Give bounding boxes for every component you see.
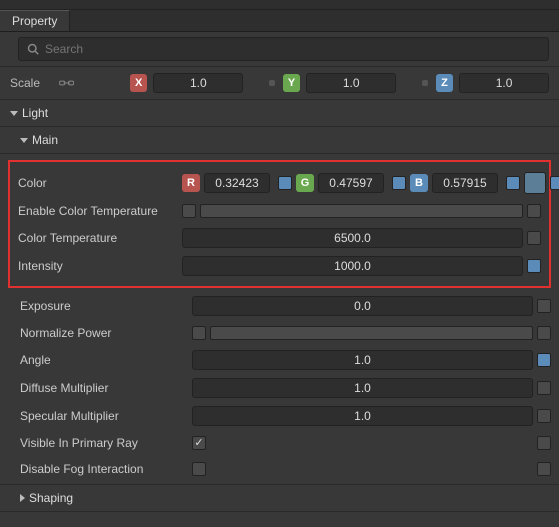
indicator-icon [537, 409, 551, 423]
indicator-icon [537, 299, 551, 313]
prop-label: Color Temperature [18, 231, 178, 245]
indicator-icon [537, 353, 551, 367]
indicator-icon [506, 176, 520, 190]
channel-g-badge: G [296, 174, 314, 192]
axis-x-badge: X [130, 74, 147, 92]
scale-x-input[interactable] [153, 73, 243, 93]
chevron-down-icon [10, 111, 18, 116]
indicator-icon [527, 204, 541, 218]
specular-mult-row: Specular Multiplier [0, 402, 559, 430]
link-icon[interactable] [59, 77, 74, 89]
indicator-icon [527, 259, 541, 273]
section-title: Main [32, 133, 58, 147]
diffuse-mult-input[interactable] [192, 378, 533, 398]
axis-dot [422, 80, 428, 86]
top-strip [0, 0, 559, 10]
normalize-power-row: Normalize Power [0, 320, 559, 346]
visible-primary-checkbox[interactable] [192, 436, 206, 450]
diffuse-mult-row: Diffuse Multiplier [0, 374, 559, 402]
channel-r-badge: R [182, 174, 200, 192]
chevron-right-icon [20, 494, 25, 502]
scale-label: Scale [10, 76, 53, 90]
prop-label: Diffuse Multiplier [20, 381, 188, 395]
section-main-header[interactable]: Main [0, 127, 559, 154]
exposure-row: Exposure [0, 292, 559, 320]
search-box[interactable] [18, 37, 549, 61]
specular-mult-input[interactable] [192, 406, 533, 426]
indicator-icon [392, 176, 406, 190]
property-panel: Property Scale X Y Z Light Main Color R [0, 0, 559, 527]
prop-label: Enable Color Temperature [18, 204, 178, 218]
axis-y-badge: Y [283, 74, 300, 92]
channel-b-badge: B [410, 174, 428, 192]
highlighted-props: Color R G B Enable Color Temperature [8, 160, 551, 288]
prop-label: Angle [20, 353, 188, 367]
prop-label: Visible In Primary Ray [20, 436, 188, 450]
intensity-row: Intensity [14, 252, 545, 280]
slider-track[interactable] [200, 204, 523, 218]
indicator-icon [278, 176, 292, 190]
scale-y-input[interactable] [306, 73, 396, 93]
prop-label: Specular Multiplier [20, 409, 188, 423]
section-light-header[interactable]: Light [0, 100, 559, 127]
tab-label: Property [12, 14, 57, 28]
color-b-input[interactable] [432, 173, 498, 193]
scale-z-input[interactable] [459, 73, 549, 93]
indicator-icon [550, 176, 559, 190]
color-swatch[interactable] [524, 172, 546, 194]
indicator-icon [537, 381, 551, 395]
disable-fog-checkbox[interactable] [192, 462, 206, 476]
indicator-icon [527, 231, 541, 245]
section-shaping-header[interactable]: Shaping [0, 484, 559, 512]
main-content: Color R G B Enable Color Temperature [0, 154, 559, 484]
scale-row: Scale X Y Z [0, 67, 559, 100]
section-title: Shaping [29, 491, 73, 505]
indicator-icon [537, 436, 551, 450]
color-temp-row: Color Temperature [14, 224, 545, 252]
enable-color-temp-row: Enable Color Temperature [14, 198, 545, 224]
visible-primary-row: Visible In Primary Ray [0, 430, 559, 456]
axis-dot [269, 80, 275, 86]
prop-label: Color [18, 176, 178, 190]
indicator-icon [537, 326, 551, 340]
search-row [0, 32, 559, 67]
color-temp-input[interactable] [182, 228, 523, 248]
prop-label: Normalize Power [20, 326, 188, 340]
axis-z-badge: Z [436, 74, 453, 92]
normalize-power-checkbox[interactable] [192, 326, 206, 340]
tab-bar: Property [0, 10, 559, 32]
indicator-icon [537, 462, 551, 476]
intensity-input[interactable] [182, 256, 523, 276]
search-input[interactable] [45, 42, 540, 56]
prop-label: Intensity [18, 259, 178, 273]
slider-track[interactable] [210, 326, 533, 340]
enable-color-temp-checkbox[interactable] [182, 204, 196, 218]
tab-property[interactable]: Property [0, 10, 70, 31]
section-title: Light [22, 106, 48, 120]
disable-fog-row: Disable Fog Interaction [0, 456, 559, 482]
color-r-input[interactable] [204, 173, 270, 193]
color-g-input[interactable] [318, 173, 384, 193]
angle-input[interactable] [192, 350, 533, 370]
prop-label: Exposure [20, 299, 188, 313]
chevron-down-icon [20, 138, 28, 143]
search-icon [27, 43, 39, 55]
angle-row: Angle [0, 346, 559, 374]
prop-label: Disable Fog Interaction [20, 462, 188, 476]
exposure-input[interactable] [192, 296, 533, 316]
color-row: Color R G B [14, 168, 545, 198]
